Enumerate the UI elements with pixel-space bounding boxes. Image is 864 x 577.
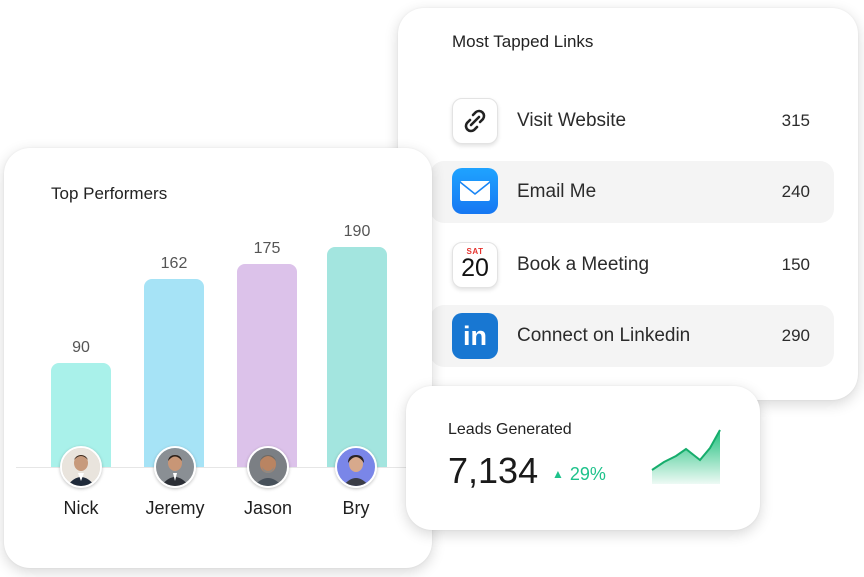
link-count: 290 bbox=[781, 326, 810, 345]
link-row-visit-website[interactable]: Visit Website 315 bbox=[430, 90, 834, 152]
bar-value: 190 bbox=[343, 223, 371, 240]
mail-icon bbox=[452, 168, 498, 214]
avatar-jason[interactable] bbox=[247, 446, 289, 488]
link-row-book-meeting[interactable]: SAT 20 Book a Meeting 150 bbox=[430, 234, 834, 296]
avatar-nick[interactable] bbox=[60, 446, 102, 488]
leads-change: ▲ 29% bbox=[552, 464, 606, 485]
performer-name: Bry bbox=[342, 498, 370, 518]
link-row-email-me[interactable]: Email Me 240 bbox=[430, 161, 834, 223]
chart-baseline bbox=[16, 467, 416, 468]
link-count: 315 bbox=[781, 111, 810, 130]
bar-value: 90 bbox=[72, 339, 90, 356]
leads-card-title: Leads Generated bbox=[448, 421, 572, 438]
leads-change-value: 29% bbox=[569, 464, 606, 484]
linkedin-icon-text: in bbox=[463, 321, 487, 351]
calendar-date: 20 bbox=[461, 254, 489, 282]
link-label: Connect on Linkedin bbox=[517, 325, 691, 346]
link-count: 150 bbox=[781, 255, 810, 274]
leads-sparkline bbox=[651, 429, 721, 484]
avatar-jeremy[interactable] bbox=[154, 446, 196, 488]
leads-generated-card: Leads Generated 7,134 ▲ 29% bbox=[406, 386, 760, 530]
performers-card-title: Top Performers bbox=[51, 184, 168, 203]
bar bbox=[327, 247, 387, 467]
bar-value: 175 bbox=[253, 240, 281, 257]
link-label: Email Me bbox=[517, 181, 597, 202]
trend-up-icon: ▲ bbox=[552, 467, 564, 481]
most-tapped-links-card: Most Tapped Links Visit Website 315 Emai… bbox=[398, 8, 858, 400]
calendar-day: SAT bbox=[466, 247, 484, 256]
link-label: Book a Meeting bbox=[517, 254, 650, 275]
links-card-title: Most Tapped Links bbox=[452, 32, 594, 51]
linkedin-icon: in bbox=[452, 313, 498, 359]
performer-name: Nick bbox=[63, 498, 99, 518]
avatar-bry[interactable] bbox=[335, 446, 377, 488]
bar bbox=[144, 279, 204, 467]
bar bbox=[237, 264, 297, 467]
link-count: 240 bbox=[781, 182, 810, 201]
top-performers-card: Top Performers 90 162 175 190 bbox=[4, 148, 432, 568]
bar-value: 162 bbox=[160, 255, 188, 272]
leads-value: 7,134 bbox=[448, 450, 539, 491]
link-row-linkedin[interactable]: in Connect on Linkedin 290 bbox=[430, 305, 834, 367]
performer-name: Jason bbox=[243, 498, 293, 518]
calendar-icon: SAT 20 bbox=[452, 242, 498, 288]
performer-name: Jeremy bbox=[145, 498, 205, 518]
link-label: Visit Website bbox=[517, 110, 627, 131]
link-icon bbox=[452, 98, 498, 144]
